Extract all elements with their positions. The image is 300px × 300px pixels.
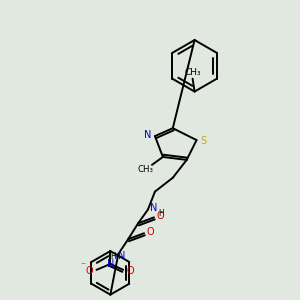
- Text: ⁻: ⁻: [80, 261, 85, 271]
- Text: CH₃: CH₃: [184, 68, 201, 77]
- Text: O: O: [146, 227, 154, 237]
- Text: H: H: [110, 251, 116, 260]
- Text: ⁺: ⁺: [113, 254, 118, 263]
- Text: N: N: [144, 130, 152, 140]
- Text: N: N: [107, 259, 114, 269]
- Text: N: N: [150, 203, 158, 214]
- Text: O: O: [156, 212, 164, 221]
- Text: H: H: [158, 209, 164, 218]
- Text: CH₃: CH₃: [137, 165, 153, 174]
- Text: S: S: [200, 136, 207, 146]
- Text: N: N: [118, 251, 125, 261]
- Text: O: O: [126, 266, 134, 276]
- Text: O: O: [86, 266, 93, 276]
